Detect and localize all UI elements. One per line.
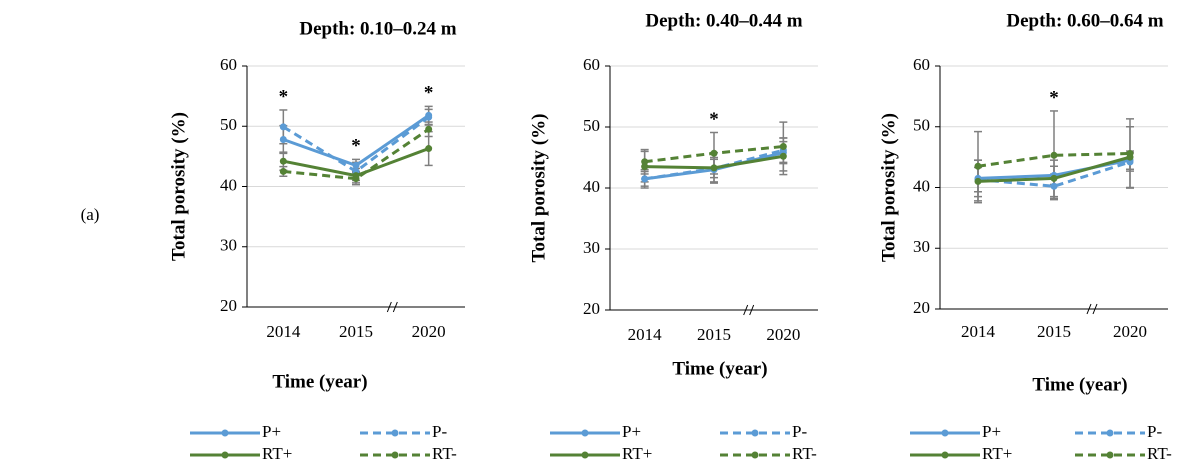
axis-break [743,304,749,316]
point [974,177,982,185]
significance-mark: * [709,109,719,130]
legend-marker [221,429,229,437]
point [641,163,649,171]
axis-break [392,301,398,313]
legend-marker [751,451,759,459]
legend-label: RT+ [262,444,292,463]
legend-label: RT- [792,444,817,463]
x-axis-title: Time (year) [272,371,367,392]
y-axis-title: Total porosity (%) [168,112,189,261]
y-tick-label: 50 [583,116,600,135]
chart-title: Depth: 0.60–0.64 m [1006,10,1163,31]
point [352,161,360,169]
point [1126,158,1134,166]
significance-mark: * [424,83,434,104]
point [779,152,787,160]
x-tick-label: 2015 [339,322,373,341]
x-tick-label: 2020 [1113,322,1147,341]
y-tick-label: 30 [583,238,600,257]
point [1050,151,1058,159]
legend-label: RT- [432,444,457,463]
x-tick-label: 2020 [412,322,446,341]
x-tick-label: 2014 [266,322,301,341]
y-tick-label: 60 [220,55,237,74]
point [710,164,718,172]
x-tick-label: 2014 [628,325,663,344]
legend-label: P- [1147,422,1162,441]
x-tick-label: 2015 [1037,322,1071,341]
point [279,136,287,144]
point [641,158,649,166]
legend-marker [941,429,949,437]
point [279,157,287,165]
point [710,149,718,157]
point [425,113,433,121]
legend-marker [751,429,759,437]
axis-break [749,304,755,316]
chart-title: Depth: 0.40–0.44 m [645,10,802,31]
y-tick-label: 20 [583,299,600,318]
significance-mark: * [1049,87,1059,108]
legend-label: RT+ [982,444,1012,463]
point [352,175,360,183]
legend-marker [581,451,589,459]
axis-break [1086,303,1092,315]
legend-marker [1106,451,1114,459]
legend-label: P- [432,422,447,441]
y-tick-label: 50 [220,115,237,134]
y-tick-label: 40 [913,176,930,195]
significance-mark: * [279,86,289,107]
legend-marker [221,451,229,459]
legend-marker [581,429,589,437]
point [425,145,433,153]
point [1050,182,1058,190]
chart-title: Depth: 0.10–0.24 m [299,18,456,39]
point [1126,149,1134,157]
significance-mark: * [351,136,361,157]
axis-break [1092,303,1098,315]
point [279,123,287,131]
legend-marker [391,451,399,459]
legend-label: P+ [262,422,281,441]
x-tick-label: 2014 [961,322,996,341]
y-tick-label: 40 [583,177,600,196]
y-axis-title: Total porosity (%) [528,114,549,263]
y-tick-label: 20 [913,298,930,317]
x-axis-title: Time (year) [672,358,767,379]
x-tick-label: 2020 [766,325,800,344]
legend-label: P+ [982,422,1001,441]
axis-break [386,301,392,313]
x-tick-label: 2015 [697,325,731,344]
y-axis-title: Total porosity (%) [878,113,899,262]
y-tick-label: 30 [220,236,237,255]
point [641,175,649,183]
y-tick-label: 30 [913,237,930,256]
legend-marker [1106,429,1114,437]
y-tick-label: 50 [913,116,930,135]
x-axis-title: Time (year) [1032,374,1127,395]
series-line [283,128,430,181]
panel-label: (a) [81,205,100,224]
legend-marker [391,429,399,437]
legend-label: RT+ [622,444,652,463]
legend-label: RT- [1147,444,1172,463]
legend-label: P- [792,422,807,441]
y-tick-label: 60 [913,55,930,74]
y-tick-label: 20 [220,296,237,315]
point [279,167,287,175]
point [974,162,982,170]
legend-marker [941,451,949,459]
legend-label: P+ [622,422,641,441]
point [1050,174,1058,182]
y-tick-label: 40 [220,175,237,194]
point [779,143,787,151]
point [425,125,433,133]
y-tick-label: 60 [583,55,600,74]
